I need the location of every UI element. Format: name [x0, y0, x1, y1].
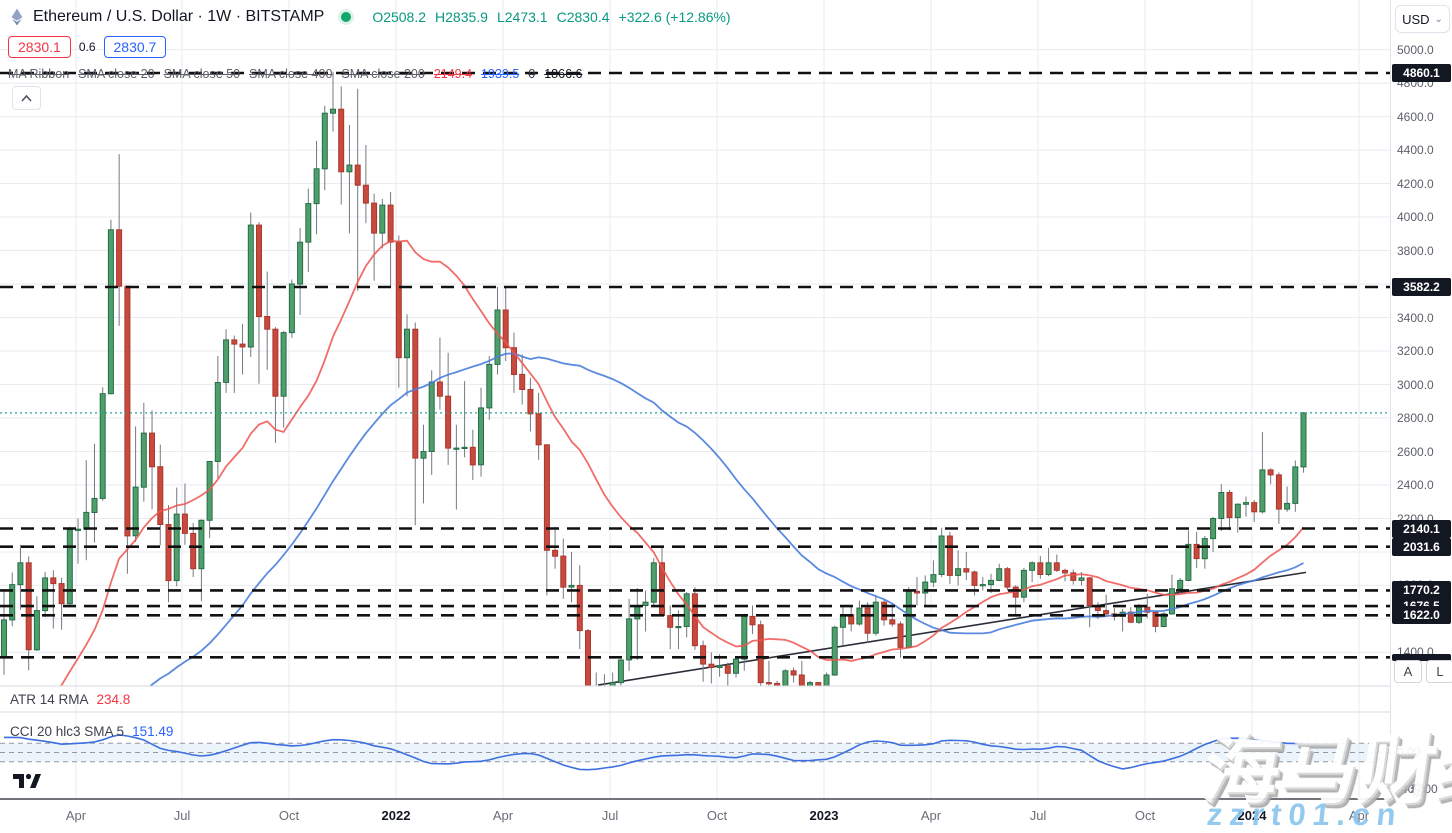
atr-value: 234.8 [96, 692, 131, 707]
tradingview-logo[interactable] [13, 772, 43, 797]
price-level-badge[interactable]: 4860.1 [1392, 64, 1451, 82]
price-level-badge[interactable]: 2031.6 [1392, 537, 1451, 556]
price-tick-label: 2400.0 [1397, 478, 1434, 492]
change-value: +322.6 (+12.86%) [618, 9, 731, 25]
low-value: L2473.1 [496, 9, 548, 25]
time-axis-label[interactable]: Oct [1134, 808, 1156, 823]
time-axis-label[interactable]: Jul [173, 808, 191, 823]
collapse-legend-button[interactable] [12, 86, 41, 110]
sma50-value: 1939.5 [481, 67, 520, 81]
price-chart[interactable] [0, 0, 1390, 800]
symbol-legend: Ethereum / U.S. Dollar · 1W · BITSTAMP O… [8, 6, 731, 81]
time-axis[interactable]: Apr Jul Oct 2022 Apr Jul Oct 2023 Apr Jul Oct 2024 A… [0, 800, 1390, 833]
spread-value: 0.6 [78, 40, 96, 54]
time-axis-label[interactable]: Oct [278, 808, 300, 823]
ohlc-values: O2508.2 H2835.9 L2473.1 C2830.4 +322.6 (… [372, 9, 730, 25]
price-level-badge[interactable] [1392, 654, 1451, 662]
cci-value: 151.49 [132, 724, 174, 739]
cci-tick-label: -400.00 [1397, 782, 1438, 796]
price-tick-label: 3400.0 [1397, 310, 1434, 325]
price-tick-label: 4400.0 [1397, 143, 1434, 157]
cci-label: CCI 20 hlc3 SMA 5 [10, 724, 125, 739]
sma200-label: SMA close 200 [341, 67, 425, 81]
time-axis-label[interactable]: Apr [492, 808, 514, 823]
price-tick-label: 2600.0 [1397, 444, 1434, 459]
sma20-label: SMA close 20 [78, 67, 155, 81]
atr-legend[interactable]: ATR 14 RMA 234.8 [10, 692, 130, 707]
chevron-down-icon: ⌄ [1434, 13, 1443, 25]
atr-label: ATR 14 RMA [10, 692, 89, 707]
currency-label: USD [1402, 11, 1430, 27]
price-level-badge[interactable]: 2140.1 [1392, 519, 1451, 538]
time-axis-label[interactable]: Apr [1348, 808, 1370, 823]
ethereum-icon [8, 8, 26, 26]
log-scale-button[interactable]: L [1426, 660, 1452, 683]
sma20-value: 2149.4 [433, 67, 473, 81]
ma-ribbon-legend[interactable]: MA Ribbon SMA close 20 SMA close 50 SMA … [8, 67, 731, 81]
cci-tick-label: 0.00 [1397, 745, 1421, 759]
sma200-value: 1866.6 [544, 67, 583, 81]
high-value: H2835.9 [435, 9, 488, 25]
time-axis-label[interactable]: 2024 [1237, 808, 1267, 823]
url-watermark: zzrt01.cn [1205, 797, 1405, 832]
price-tick-label: 4200.0 [1397, 176, 1434, 191]
price-axis[interactable]: USD ⌄ 5000.0 4800.0 4600.0 4400.0 4200.0 4000… [1390, 0, 1452, 802]
close-value: C2830.4 [556, 9, 610, 25]
price-level-badge[interactable]: 3582.2 [1392, 278, 1451, 296]
cci-legend[interactable]: CCI 20 hlc3 SMA 5 151.49 [10, 724, 173, 739]
time-axis-label[interactable]: Jul [601, 808, 619, 823]
market-open-dot [341, 12, 352, 22]
bid-button[interactable]: 2830.1 [8, 36, 71, 58]
time-axis-label[interactable]: Apr [65, 808, 87, 823]
currency-dropdown[interactable]: USD ⌄ [1395, 5, 1450, 33]
open-value: O2508.2 [372, 9, 427, 25]
time-axis-label[interactable]: 2023 [809, 808, 839, 823]
price-level-badge[interactable]: 1770.2 [1392, 581, 1451, 600]
ask-button[interactable]: 2830.7 [103, 36, 167, 58]
symbol-title[interactable]: Ethereum / U.S. Dollar · 1W · BITSTAMP [33, 8, 325, 25]
sma400-value: 0 [528, 67, 536, 81]
price-tick-label: 3000.0 [1397, 377, 1434, 392]
ma-ribbon-title: MA Ribbon [8, 67, 70, 81]
price-tick-label: 4600.0 [1397, 109, 1434, 124]
price-tick-label: 4000.0 [1397, 210, 1434, 224]
price-tick-label: 3800.0 [1397, 243, 1434, 258]
sma400-label: SMA close 400 [249, 67, 333, 81]
time-axis-label[interactable]: Jul [1029, 808, 1047, 823]
time-axis-label[interactable]: 2022 [381, 808, 411, 823]
sma50-label: SMA close 50 [163, 67, 241, 81]
price-tick-label: 3200.0 [1397, 344, 1434, 358]
gear-icon[interactable]: ⚙ [1409, 780, 1427, 802]
time-axis-label[interactable]: Apr [920, 808, 942, 823]
price-level-badge[interactable]: 1622.0 [1392, 606, 1451, 625]
price-tick-label: 5000.0 [1397, 42, 1434, 57]
time-axis-label[interactable]: Oct [706, 808, 728, 823]
price-tick-label: 2800.0 [1397, 411, 1434, 425]
auto-scale-button[interactable]: A [1394, 660, 1422, 683]
